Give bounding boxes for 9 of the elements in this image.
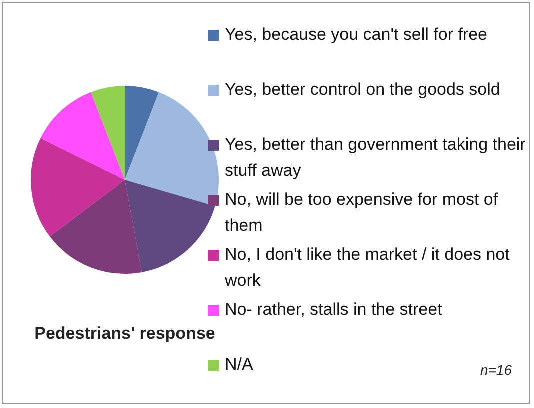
legend-label: Yes, better control on the goods sold: [225, 79, 500, 101]
legend-label: Yes, better than government taking their stuff away: [225, 134, 526, 182]
legend-label: N/A: [225, 354, 254, 376]
legend-label: No, will be too expensive for most of them: [225, 189, 500, 237]
legend-label: No- rather, stalls in the street: [225, 299, 442, 321]
legend-label: Yes, because you can't sell for free: [225, 24, 488, 46]
text: Pedestrians' response: [34, 323, 216, 345]
legend-label: No, I don't like the market / it does not work: [225, 244, 511, 292]
text: n=16: [480, 362, 512, 378]
